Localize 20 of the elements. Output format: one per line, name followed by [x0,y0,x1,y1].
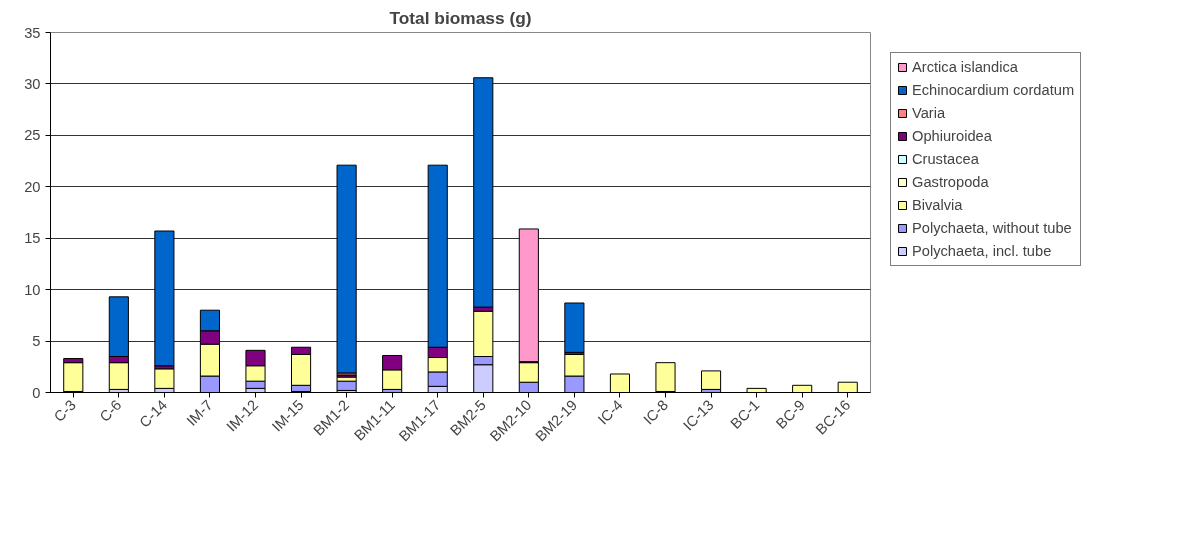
legend-label: Bivalvia [912,197,963,213]
y-tick-label: 30 [24,75,41,92]
legend-label: Polychaeta, without tube [912,220,1072,236]
y-tick-label: 25 [24,127,41,144]
legend-label: Ophiuroidea [912,128,992,144]
y-tick-label: 15 [24,230,41,247]
legend-label: Arctica islandica [912,59,1018,75]
legend-label: Polychaeta, incl. tube [912,243,1052,259]
x-tick-label: C-6 [96,396,125,425]
chart-title: Total biomass (g) [389,7,532,28]
y-tick-label: 0 [32,384,41,401]
legend-label: Gastropoda [912,174,989,190]
x-tick-label: C-3 [50,396,79,425]
legend-label: Crustacea [912,151,979,167]
y-tick-label: 35 [24,24,41,41]
y-tick-label: 5 [32,333,41,350]
legend-label: Varia [912,105,946,121]
legend-label: Echinocardium cordatum [912,82,1075,98]
y-tick-label: 10 [24,281,41,298]
y-tick-label: 20 [24,178,41,195]
